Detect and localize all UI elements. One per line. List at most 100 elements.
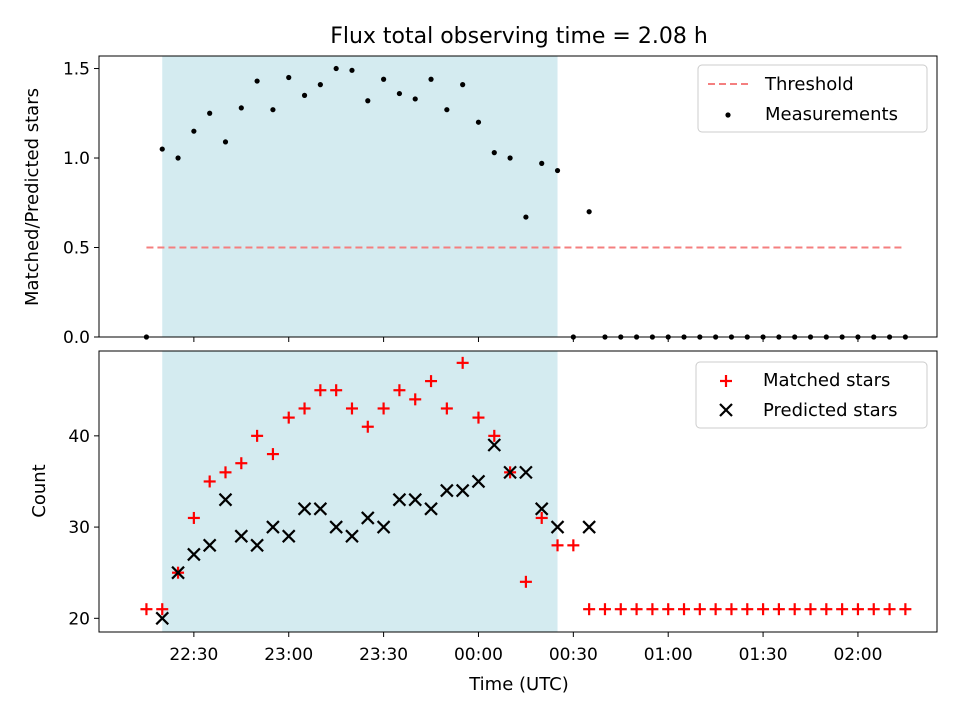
bottom-y-axis-label: Count — [29, 464, 50, 517]
matched-star-point — [741, 603, 754, 616]
measurement-point — [207, 110, 213, 116]
xtick-label: 01:30 — [739, 645, 788, 665]
matched-star-point — [266, 448, 279, 461]
measurement-point — [301, 92, 308, 98]
xtick-label: 00:00 — [454, 645, 503, 665]
legend-measurements-swatch — [725, 112, 731, 118]
matched-star-point — [330, 384, 343, 397]
top-shaded-span — [162, 56, 558, 337]
measurement-point — [222, 139, 229, 145]
measurement-point — [539, 160, 545, 166]
matched-star-point — [535, 511, 548, 524]
matched-star-point — [662, 603, 675, 616]
measurement-point — [460, 82, 466, 88]
top-panel: 0.0 0.5 1.0 1.5 Matched/Predicted stars Thr… — [22, 55, 938, 348]
predicted-star-point — [218, 492, 233, 507]
legend-matched-label: Matched stars — [763, 370, 890, 391]
matched-star-point — [156, 603, 169, 616]
bottom-shaded-span — [162, 351, 558, 632]
bottom-ytick-label: 30 — [68, 518, 90, 538]
matched-star-point — [440, 402, 453, 415]
xtick-label: 00:30 — [549, 645, 598, 665]
predicted-star-point — [392, 492, 407, 507]
matched-star-point — [788, 603, 801, 616]
predicted-star-point — [155, 611, 170, 626]
matched-star-point — [772, 603, 785, 616]
top-ytick-label: 0.5 — [63, 239, 90, 259]
top-y-axis-label: Matched/Predicted stars — [22, 88, 43, 306]
matched-star-point — [187, 511, 200, 524]
predicted-star-point — [550, 520, 565, 534]
matched-star-point — [883, 603, 896, 616]
measurement-point — [159, 146, 165, 152]
measurement-point — [554, 167, 561, 174]
measurement-point — [491, 150, 497, 156]
matched-star-point — [282, 411, 295, 424]
predicted-star-point — [503, 465, 517, 480]
measurement-point — [365, 98, 371, 104]
matched-star-point — [693, 603, 706, 616]
measurement-point — [238, 105, 244, 111]
matched-star-point — [203, 475, 216, 488]
bottom-plot-frame — [98, 350, 938, 633]
measurement-point — [475, 119, 482, 125]
legend-predicted-swatch — [719, 403, 733, 417]
matched-star-point — [456, 356, 469, 369]
matched-star-point — [377, 402, 390, 415]
predicted-star-point — [250, 538, 264, 553]
matched-star-point — [425, 375, 438, 388]
measurement-point — [412, 96, 418, 102]
measurement-point — [317, 82, 323, 88]
top-ytick-label: 1.5 — [63, 60, 90, 80]
matched-star-point — [646, 603, 659, 616]
matched-star-point — [298, 402, 311, 415]
matched-star-point — [867, 603, 880, 616]
predicted-star-point — [202, 538, 217, 553]
matched-star-point — [393, 384, 406, 397]
bottom-legend: Matched stars Predicted stars — [695, 361, 928, 429]
xtick-label: 23:00 — [264, 645, 313, 665]
xtick-label: 01:00 — [644, 645, 693, 665]
predicted-star-point — [281, 529, 296, 543]
top-ytick-label: 0.0 — [63, 328, 90, 348]
xtick-label: 23:30 — [359, 645, 408, 665]
legend-measurements-label: Measurements — [765, 104, 898, 125]
bottom-ytick-label: 40 — [68, 427, 90, 447]
measurement-point — [523, 214, 529, 220]
xtick-label: 22:30 — [169, 645, 218, 665]
matched-star-point — [345, 402, 358, 415]
matched-star-point — [836, 603, 849, 616]
predicted-star-point — [534, 502, 549, 516]
matched-star-point — [757, 603, 770, 616]
matched-star-point — [472, 411, 485, 424]
matched-star-point — [804, 603, 817, 616]
matched-star-point — [899, 603, 912, 616]
bottom-panel: 20 30 40 22:30 23:00 23:30 00:00 00:30 01:00 01:… — [29, 350, 938, 695]
predicted-star-point — [266, 520, 280, 534]
predicted-star-point — [455, 483, 470, 498]
matched-star-point — [709, 603, 722, 616]
matched-star-point — [219, 466, 232, 479]
predicted-star-point — [345, 529, 359, 543]
predicted-star-point — [519, 465, 533, 480]
measurement-point — [349, 67, 355, 73]
matched-star-point — [361, 420, 374, 433]
legend-matched-swatch — [720, 375, 732, 387]
matched-star-point — [251, 429, 264, 442]
xtick-label: 02:00 — [833, 645, 882, 665]
measurement-point — [254, 78, 260, 84]
predicted-star-point — [187, 547, 201, 562]
legend-threshold-label: Threshold — [764, 74, 854, 95]
top-plot-frame — [98, 55, 938, 338]
matched-star-point — [519, 575, 532, 588]
matched-star-point — [235, 457, 248, 470]
predicted-star-point — [313, 502, 328, 516]
measurement-point — [381, 76, 387, 82]
predicted-star-point — [440, 483, 454, 498]
predicted-star-point — [329, 520, 343, 534]
top-legend: Threshold Measurements — [697, 64, 928, 133]
measurement-point — [286, 74, 292, 81]
predicted-star-point — [424, 502, 438, 516]
legend-predicted-label: Predicted stars — [763, 400, 897, 421]
